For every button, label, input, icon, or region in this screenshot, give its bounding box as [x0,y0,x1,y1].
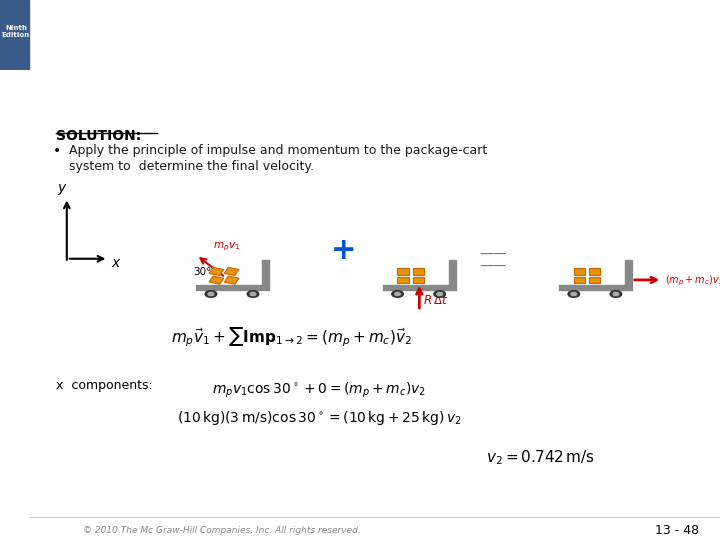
Bar [383,285,456,291]
Text: ◄: ◄ [11,489,18,498]
Text: Apply the principle of impulse and momentum to the package-cart: Apply the principle of impulse and momen… [69,144,487,158]
Bar [263,260,269,285]
Bar [0,0,29,70]
Text: x: x [112,255,120,269]
Circle shape [392,291,403,298]
Circle shape [613,292,618,296]
Circle shape [610,291,621,298]
Text: $(m_p+m_c)v_2$: $(m_p+m_c)v_2$ [665,273,720,288]
Polygon shape [589,268,600,275]
Text: x  components:: x components: [56,379,153,392]
Text: Vector Mechanics for Engineers: Dynamics: Vector Mechanics for Engineers: Dynamics [74,23,675,47]
Text: $(10\,\mathrm{kg})(3\,\mathrm{m/s})\cos 30^\circ = (10\,\mathrm{kg} + 25\,\mathr: $(10\,\mathrm{kg})(3\,\mathrm{m/s})\cos … [177,409,462,427]
Text: 13 - 48: 13 - 48 [655,524,699,537]
Polygon shape [397,277,409,284]
Circle shape [250,292,256,296]
Bar [626,260,632,285]
Text: $m_p v_1\cos 30^\circ + 0 = (m_p + m_c)v_2$: $m_p v_1\cos 30^\circ + 0 = (m_p + m_c)v… [212,381,426,400]
Polygon shape [225,267,239,275]
Circle shape [208,292,214,296]
Text: ▮: ▮ [12,524,17,530]
Polygon shape [209,276,224,284]
Circle shape [571,292,577,296]
Circle shape [434,291,446,298]
Text: $R\,\Delta t$: $R\,\Delta t$ [423,294,448,307]
Text: Sample Problem 13. 12: Sample Problem 13. 12 [36,87,291,106]
Circle shape [395,292,400,296]
Text: ——: —— [480,260,507,274]
Text: ⌂: ⌂ [11,462,18,475]
Text: +: + [330,237,356,265]
Bar [197,285,269,291]
Bar [559,285,632,291]
Text: ►: ► [11,505,18,516]
Polygon shape [574,268,585,275]
Text: y: y [58,181,66,195]
Text: system to  determine the final velocity.: system to determine the final velocity. [69,160,314,173]
Circle shape [568,291,580,298]
Text: SOLUTION:: SOLUTION: [56,129,142,143]
Circle shape [247,291,258,298]
Text: Ninth
Edition: Ninth Edition [1,25,30,38]
Text: Mc
Graw
Hill: Mc Graw Hill [7,518,22,535]
Polygon shape [225,276,239,284]
Text: $v_2 = 0.742\,\mathrm{m/s}$: $v_2 = 0.742\,\mathrm{m/s}$ [486,448,595,467]
Text: © 2010 The Mc Graw-Hill Companies, Inc. All rights reserved.: © 2010 The Mc Graw-Hill Companies, Inc. … [84,526,361,535]
Circle shape [437,292,443,296]
Text: $m_p\vec{v}_1 + \sum \mathbf{Imp}_{1\rightarrow 2} = (m_p + m_c)\vec{v}_2$: $m_p\vec{v}_1 + \sum \mathbf{Imp}_{1\rig… [171,326,412,349]
Bar [449,260,456,285]
Circle shape [205,291,217,298]
Polygon shape [209,267,224,275]
Text: $m_p v_1$: $m_p v_1$ [213,241,240,253]
Text: ——: —— [480,248,507,262]
Polygon shape [413,268,424,275]
Polygon shape [589,277,600,284]
Polygon shape [574,277,585,284]
Text: •: • [53,144,61,158]
Polygon shape [413,277,424,284]
Text: 30°: 30° [193,267,212,277]
Polygon shape [397,268,409,275]
